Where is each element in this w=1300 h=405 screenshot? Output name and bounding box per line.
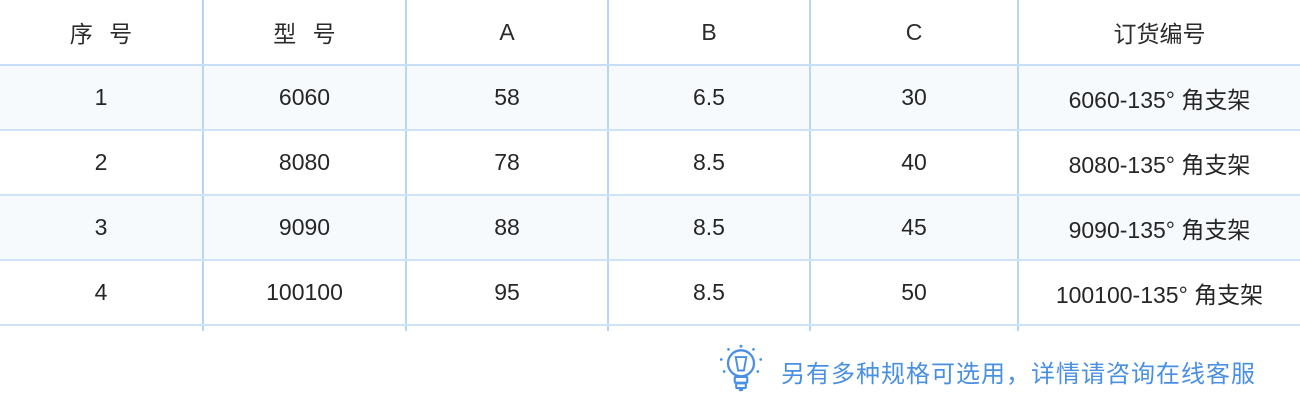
table-row: 2 8080 78 8.5 40 8080-135° 角支架 (0, 130, 1300, 196)
column-header-b: B (608, 0, 811, 66)
cell-model: 8080 (203, 130, 407, 196)
spec-table: 序 号 型 号 A B C 订货编号 1 6060 58 6.5 30 6060… (0, 0, 1300, 326)
lightbulb-icon (716, 344, 766, 398)
cell-b: 8.5 (608, 260, 811, 326)
cell-b: 8.5 (608, 195, 811, 261)
tip-note: 另有多种规格可选用，详情请咨询在线客服 (0, 342, 1300, 400)
cell-a: 58 (406, 65, 609, 131)
header-row: 序 号 型 号 A B C 订货编号 (0, 0, 1300, 66)
cell-b: 8.5 (608, 130, 811, 196)
column-header-c: C (810, 0, 1019, 66)
column-header-serial: 序 号 (0, 0, 204, 66)
table-row: 3 9090 88 8.5 45 9090-135° 角支架 (0, 195, 1300, 261)
cell-serial: 3 (0, 195, 204, 261)
divider-tick (809, 326, 811, 331)
cell-a: 78 (406, 130, 609, 196)
cell-c: 50 (810, 260, 1019, 326)
cell-serial: 1 (0, 65, 204, 131)
table-row: 4 100100 95 8.5 50 100100-135° 角支架 (0, 260, 1300, 326)
cell-b: 6.5 (608, 65, 811, 131)
cell-c: 40 (810, 130, 1019, 196)
column-header-order-no: 订货编号 (1018, 0, 1300, 66)
cell-c: 45 (810, 195, 1019, 261)
divider-tick (202, 326, 204, 331)
column-header-a: A (406, 0, 609, 66)
cell-serial: 2 (0, 130, 204, 196)
divider-tick (607, 326, 609, 331)
column-header-model: 型 号 (203, 0, 407, 66)
tip-note-text: 另有多种规格可选用，详情请咨询在线客服 (781, 360, 1256, 388)
cell-order-no: 100100-135° 角支架 (1018, 260, 1300, 326)
cell-serial: 4 (0, 260, 204, 326)
cell-model: 9090 (203, 195, 407, 261)
cell-order-no: 8080-135° 角支架 (1018, 130, 1300, 196)
divider-tick (1017, 326, 1019, 331)
cell-model: 100100 (203, 260, 407, 326)
cell-order-no: 9090-135° 角支架 (1018, 195, 1300, 261)
column-divider-ticks (0, 326, 1300, 332)
cell-c: 30 (810, 65, 1019, 131)
cell-a: 95 (406, 260, 609, 326)
cell-order-no: 6060-135° 角支架 (1018, 65, 1300, 131)
cell-model: 6060 (203, 65, 407, 131)
table-row: 1 6060 58 6.5 30 6060-135° 角支架 (0, 65, 1300, 131)
cell-a: 88 (406, 195, 609, 261)
divider-tick (405, 326, 407, 331)
